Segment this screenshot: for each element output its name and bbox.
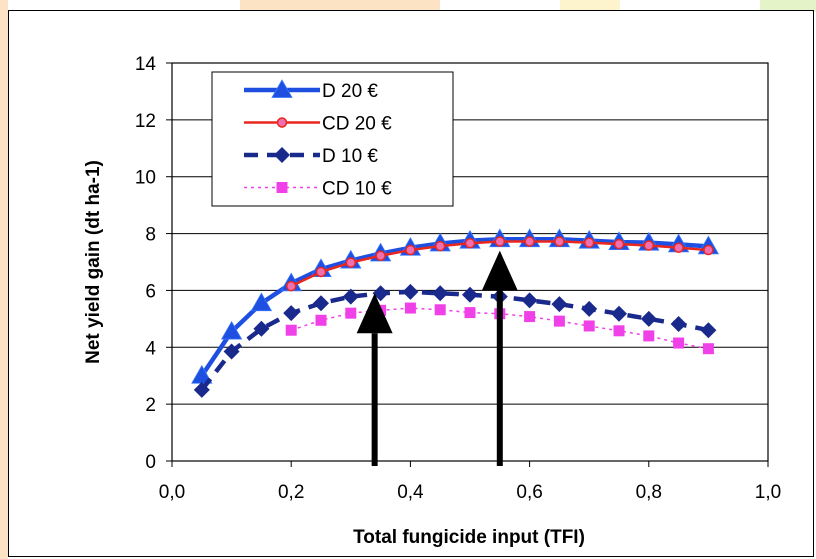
data-point bbox=[464, 307, 476, 319]
data-point bbox=[702, 343, 714, 355]
data-point bbox=[434, 304, 446, 316]
legend-label: CD 10 € bbox=[322, 179, 392, 200]
data-point bbox=[372, 285, 389, 302]
bg-stripe bbox=[560, 0, 620, 12]
data-point bbox=[581, 300, 598, 317]
x-axis-title: Total fungicide input (TFI) bbox=[353, 527, 585, 548]
arrow-head bbox=[356, 293, 393, 334]
data-point bbox=[434, 240, 446, 252]
data-point bbox=[521, 292, 538, 309]
data-point bbox=[315, 266, 327, 278]
data-point bbox=[404, 302, 416, 314]
data-point bbox=[345, 307, 357, 319]
data-point bbox=[285, 324, 297, 336]
data-point bbox=[462, 286, 478, 303]
legend-marker bbox=[276, 182, 288, 193]
bg-stripe bbox=[0, 0, 8, 559]
legend: D 20 € CD 20 € D 10 € CD 10 € bbox=[211, 71, 454, 207]
data-point bbox=[405, 244, 416, 256]
plot-border bbox=[171, 62, 769, 462]
data-point bbox=[494, 236, 506, 247]
data-point bbox=[283, 305, 300, 322]
legend-label: CD 20 € bbox=[322, 114, 392, 135]
y-tick-label: 14 bbox=[135, 54, 157, 75]
legend-box bbox=[211, 71, 454, 207]
y-tick-label: 0 bbox=[145, 452, 156, 473]
data-point bbox=[402, 283, 419, 300]
data-point bbox=[673, 337, 685, 349]
data-point bbox=[583, 237, 595, 248]
x-tick-label: 0,4 bbox=[397, 482, 424, 503]
data-point bbox=[613, 325, 625, 337]
series-line bbox=[200, 289, 709, 392]
series-cd-20- bbox=[285, 236, 714, 292]
data-point bbox=[524, 236, 535, 247]
legend-marker bbox=[276, 117, 288, 128]
axes: 0 2 4 6 8 10 12 14 0,0 0,2 0,4 0,6 0,8 1,0 bbox=[135, 54, 781, 503]
legend-label: D 10 € bbox=[322, 146, 378, 167]
y-tick-label: 8 bbox=[145, 225, 156, 246]
data-point bbox=[700, 322, 717, 339]
x-tick-label: 0,6 bbox=[516, 482, 542, 503]
data-point bbox=[285, 280, 297, 292]
arrow-annotations bbox=[356, 250, 518, 466]
data-point bbox=[223, 343, 240, 360]
y-tick-label: 10 bbox=[135, 168, 156, 189]
data-point bbox=[583, 320, 595, 332]
series-layer bbox=[191, 228, 720, 398]
y-tick-label: 4 bbox=[145, 338, 156, 359]
data-point bbox=[253, 320, 270, 337]
data-point bbox=[553, 315, 565, 327]
data-point bbox=[375, 250, 386, 261]
data-point bbox=[643, 330, 655, 342]
data-point bbox=[250, 292, 273, 312]
data-point bbox=[220, 320, 243, 340]
data-point bbox=[432, 285, 449, 302]
bg-stripe bbox=[240, 0, 440, 12]
data-point bbox=[673, 242, 684, 254]
data-point bbox=[464, 237, 476, 249]
arrow-head bbox=[481, 250, 518, 291]
data-point bbox=[613, 238, 625, 250]
y-axis-title: Net yield gain (dt ha-1) bbox=[83, 160, 104, 364]
data-point bbox=[554, 236, 565, 247]
y-tick-label: 2 bbox=[145, 395, 156, 416]
data-point bbox=[703, 244, 714, 256]
data-point bbox=[193, 381, 210, 398]
series-d-20- bbox=[191, 228, 720, 384]
data-point bbox=[611, 305, 627, 322]
data-point bbox=[345, 257, 357, 268]
x-tick-label: 0,2 bbox=[278, 482, 304, 503]
series-d-10- bbox=[193, 283, 717, 398]
bg-stripe bbox=[760, 0, 816, 12]
data-point bbox=[643, 240, 655, 251]
data-point bbox=[315, 314, 327, 326]
x-tick-label: 0,8 bbox=[636, 482, 662, 503]
y-tick-label: 12 bbox=[135, 111, 156, 132]
series-line bbox=[199, 237, 709, 377]
data-point bbox=[342, 288, 359, 305]
x-tick-label: 0,0 bbox=[159, 482, 185, 503]
data-point bbox=[524, 311, 536, 323]
data-point bbox=[551, 296, 568, 313]
x-tick-label: 1,0 bbox=[755, 482, 781, 503]
data-point bbox=[640, 310, 657, 327]
data-point bbox=[313, 295, 329, 312]
legend-marker bbox=[271, 79, 293, 98]
data-point bbox=[670, 315, 687, 332]
legend-marker bbox=[274, 147, 290, 163]
legend-label: D 20 € bbox=[322, 81, 378, 102]
y-tick-label: 6 bbox=[145, 281, 156, 302]
